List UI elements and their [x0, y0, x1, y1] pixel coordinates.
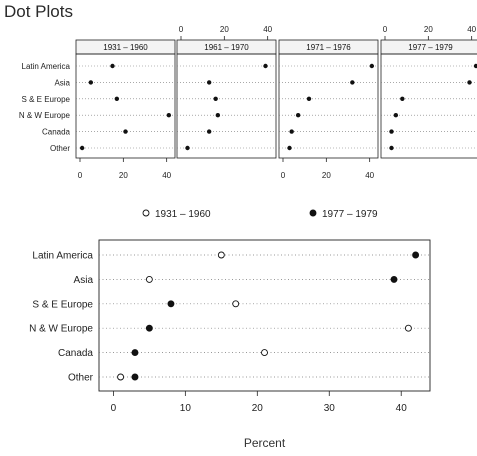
panel-2-tick-label: 20	[220, 25, 229, 34]
panel-2-tick-label: 0	[179, 25, 184, 34]
panel-2-tick-label: 40	[263, 25, 272, 34]
panel-4-frame	[380, 53, 477, 159]
top-panel-group: Latin America Asia S & E Europe N & W Europ…	[19, 25, 477, 180]
panel-3-tick-label: 20	[322, 171, 331, 180]
category-label-asia: Asia	[74, 275, 94, 286]
panel-3-dot-s-e-europe	[306, 96, 312, 102]
panel-1-dot-other	[79, 145, 85, 151]
panel-2-dot-n-w-europe	[215, 113, 221, 118]
point-series-2-other	[131, 373, 139, 381]
panel-1-dot-s-e-europe	[114, 96, 120, 102]
point-series-2-s-e-europe	[167, 300, 175, 308]
category-label-canada: Canada	[58, 348, 93, 359]
panel-4-tick-label: 20	[424, 25, 433, 34]
panel-4-dot-other	[389, 145, 394, 151]
panel-3-dot-other	[287, 145, 292, 151]
point-series-1-s-e-europe	[232, 300, 240, 308]
legend-label-2: 1977 – 1979	[322, 209, 378, 220]
panel-3-tick-label: 0	[281, 171, 286, 180]
legend-marker-2	[309, 209, 317, 217]
panel-4-dot-asia	[467, 80, 472, 85]
point-series-1-n-w-europe	[404, 324, 412, 332]
x-tick-label: 40	[396, 403, 408, 414]
category-label-n-w-europe: N & W Europe	[29, 324, 93, 335]
panel-4-dot-s-e-europe	[400, 96, 405, 102]
figure-title: Dot Plots	[4, 2, 73, 21]
legend-label-1: 1931 – 1960	[155, 209, 211, 220]
panel-3-tick-label: 40	[365, 171, 374, 180]
x-tick-label: 30	[324, 403, 336, 414]
panel-1-dot-latin-america	[110, 63, 115, 69]
category-label-s-e-europe: S & E Europe	[32, 299, 93, 310]
panel-2-dot-asia	[206, 80, 212, 85]
panel-2-dot-s-e-europe	[213, 96, 218, 102]
panel-1-frame	[75, 53, 176, 159]
x-axis-title: Percent	[244, 436, 286, 450]
plot-frame	[98, 239, 431, 392]
category-label-n-w-europe: N & W Europe	[19, 111, 71, 120]
panel-2-frame	[176, 53, 277, 159]
panel-3-dot-asia	[350, 80, 355, 85]
panel-1-tick-label: 20	[119, 171, 128, 180]
point-series-1-latin-america	[217, 251, 225, 259]
panel-1-dot-canada	[123, 129, 128, 134]
point-series-2-latin-america	[412, 251, 420, 259]
x-tick-label: 10	[180, 403, 192, 414]
panel-4-tick-label: 40	[467, 25, 476, 34]
category-label-s-e-europe: S & E Europe	[22, 95, 71, 104]
point-series-1-other	[117, 373, 125, 381]
point-series-2-n-w-europe	[145, 324, 153, 332]
panel-4-dot-latin-america	[473, 63, 477, 69]
panel-1-dot-n-w-europe	[166, 113, 172, 118]
category-label-canada: Canada	[42, 128, 71, 137]
comparison-dot-plot: 1931 – 1960 1977 – 1979 Latin America Asia S…	[29, 209, 431, 450]
category-label-latin-america: Latin America	[32, 251, 93, 262]
category-label-asia: Asia	[54, 78, 70, 87]
category-label-other: Other	[68, 373, 94, 384]
panel-3-strip-label: 1971 – 1976	[306, 43, 351, 52]
category-label-other: Other	[50, 144, 70, 153]
panel-3-frame	[278, 53, 379, 159]
panel-2-dot-latin-america	[263, 63, 268, 69]
x-tick-label: 20	[252, 403, 264, 414]
panel-2-dot-other	[185, 145, 190, 151]
legend-marker-1	[142, 209, 150, 217]
panel-4-strip-label: 1977 – 1979	[408, 43, 453, 52]
panel-1-dot-asia	[88, 80, 94, 85]
point-series-1-canada	[261, 349, 268, 357]
panel-3-dot-canada	[289, 129, 294, 134]
panel-4-dot-n-w-europe	[393, 113, 399, 118]
panel-1-tick-label: 0	[78, 171, 83, 180]
point-series-1-asia	[145, 275, 153, 283]
panel-3-dot-latin-america	[369, 63, 375, 69]
point-series-2-asia	[390, 275, 398, 283]
category-label-latin-america: Latin America	[22, 62, 71, 71]
panel-2-dot-canada	[206, 129, 212, 134]
panel-4-dot-canada	[389, 129, 394, 134]
panel-4-tick-label: 0	[383, 25, 388, 34]
point-series-2-canada	[131, 349, 139, 357]
panel-2-strip-label: 1961 – 1970	[204, 43, 249, 52]
x-tick-label: 0	[111, 403, 117, 414]
panel-1-tick-label: 40	[162, 171, 171, 180]
panel-1-strip-label: 1931 – 1960	[103, 43, 148, 52]
panel-3-dot-n-w-europe	[295, 113, 301, 118]
